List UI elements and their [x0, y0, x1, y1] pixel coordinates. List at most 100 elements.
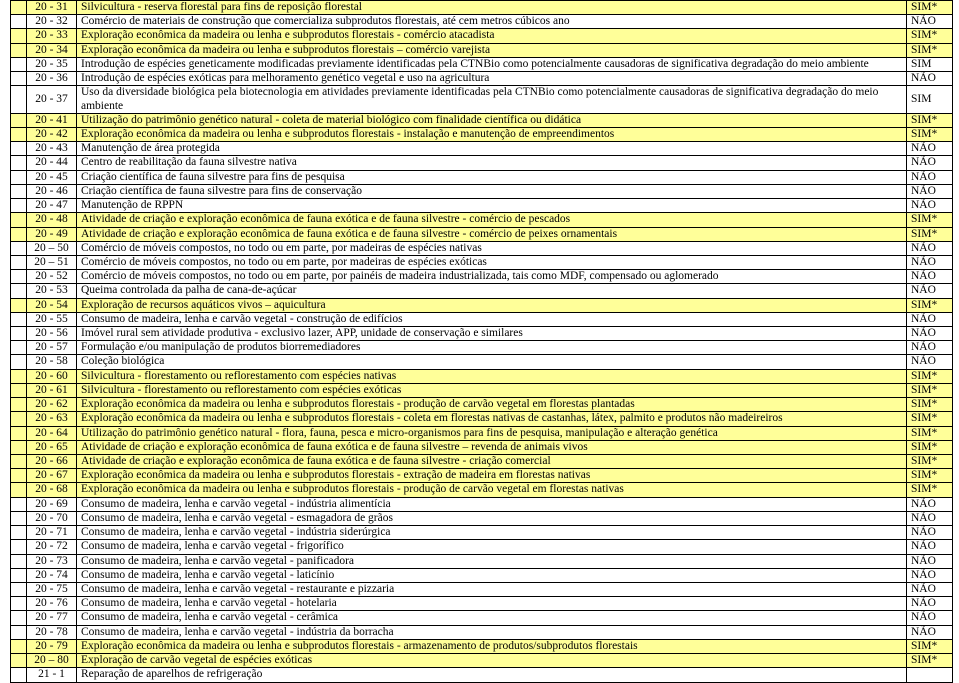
code-cell: 20 - 68	[27, 483, 77, 497]
code-cell: 20 - 71	[27, 526, 77, 540]
description-cell: Consumo de madeira, lenha e carvão veget…	[77, 611, 907, 625]
stub-cell	[11, 540, 27, 554]
flag-cell: NÃO	[907, 327, 953, 341]
stub-cell	[11, 86, 27, 113]
code-cell: 20 - 78	[27, 625, 77, 639]
flag-cell: NÃO	[907, 156, 953, 170]
flag-cell: NÃO	[907, 170, 953, 184]
code-cell: 20 - 55	[27, 312, 77, 326]
code-cell: 20 - 33	[27, 29, 77, 43]
description-cell: Exploração de recursos aquáticos vivos –…	[77, 298, 907, 312]
flag-cell: SIM*	[907, 412, 953, 426]
stub-cell	[11, 383, 27, 397]
table-row: 20 - 56Imóvel rural sem atividade produt…	[11, 327, 953, 341]
code-cell: 20 - 69	[27, 497, 77, 511]
flag-cell: NÃO	[907, 199, 953, 213]
table-row: 20 - 41Utilização do patrimônio genético…	[11, 113, 953, 127]
table-row: 20 - 79Exploração econômica da madeira o…	[11, 639, 953, 653]
activity-table: 20 - 31Silvicultura - reserva florestal …	[10, 0, 953, 683]
table-row: 20 – 51Comércio de móveis compostos, no …	[11, 255, 953, 269]
flag-cell: NÃO	[907, 597, 953, 611]
table-row: 20 - 55Consumo de madeira, lenha e carvã…	[11, 312, 953, 326]
table-row: 20 - 63Exploração econômica da madeira o…	[11, 412, 953, 426]
table-row: 20 - 54Exploração de recursos aquáticos …	[11, 298, 953, 312]
table-row: 20 - 64Utilização do patrimônio genético…	[11, 426, 953, 440]
code-cell: 20 - 43	[27, 142, 77, 156]
flag-cell: NÃO	[907, 355, 953, 369]
code-cell: 20 - 61	[27, 383, 77, 397]
description-cell: Introdução de espécies geneticamente mod…	[77, 57, 907, 71]
description-cell: Manutenção de área protegida	[77, 142, 907, 156]
description-cell: Exploração econômica da madeira ou lenha…	[77, 127, 907, 141]
stub-cell	[11, 369, 27, 383]
description-cell: Comércio de materiais de construção que …	[77, 15, 907, 29]
description-cell: Comércio de móveis compostos, no todo ou…	[77, 255, 907, 269]
flag-cell: NÃO	[907, 611, 953, 625]
table-row: 20 - 47Manutenção de RPPNNÃO	[11, 199, 953, 213]
stub-cell	[11, 29, 27, 43]
description-cell: Consumo de madeira, lenha e carvão veget…	[77, 568, 907, 582]
flag-cell: NÃO	[907, 241, 953, 255]
stub-cell	[11, 312, 27, 326]
code-cell: 20 - 52	[27, 270, 77, 284]
description-cell: Centro de reabilitação da fauna silvestr…	[77, 156, 907, 170]
description-cell: Comércio de móveis compostos, no todo ou…	[77, 270, 907, 284]
stub-cell	[11, 654, 27, 668]
flag-cell: SIM*	[907, 227, 953, 241]
flag-cell: SIM*	[907, 213, 953, 227]
code-cell: 20 - 73	[27, 554, 77, 568]
stub-cell	[11, 398, 27, 412]
description-cell: Exploração econômica da madeira ou lenha…	[77, 412, 907, 426]
code-cell: 20 - 72	[27, 540, 77, 554]
description-cell: Utilização do patrimônio genético natura…	[77, 113, 907, 127]
table-row: 20 - 46Criação científica de fauna silve…	[11, 184, 953, 198]
description-cell: Exploração econômica da madeira ou lenha…	[77, 29, 907, 43]
code-cell: 20 - 66	[27, 455, 77, 469]
description-cell: Consumo de madeira, lenha e carvão veget…	[77, 554, 907, 568]
code-cell: 20 - 79	[27, 639, 77, 653]
table-row: 20 - 70Consumo de madeira, lenha e carvã…	[11, 511, 953, 525]
code-cell: 20 - 75	[27, 582, 77, 596]
flag-cell: SIM	[907, 86, 953, 113]
flag-cell: NÃO	[907, 270, 953, 284]
flag-cell: SIM*	[907, 43, 953, 57]
code-cell: 20 - 53	[27, 284, 77, 298]
stub-cell	[11, 611, 27, 625]
stub-cell	[11, 668, 27, 682]
flag-cell: NÃO	[907, 625, 953, 639]
table-row: 20 - 74Consumo de madeira, lenha e carvã…	[11, 568, 953, 582]
description-cell: Atividade de criação e exploração econôm…	[77, 440, 907, 454]
table-row: 20 - 77Consumo de madeira, lenha e carvã…	[11, 611, 953, 625]
flag-cell: SIM*	[907, 426, 953, 440]
stub-cell	[11, 1, 27, 15]
stub-cell	[11, 511, 27, 525]
description-cell: Consumo de madeira, lenha e carvão veget…	[77, 526, 907, 540]
code-cell: 21 - 1	[27, 668, 77, 682]
code-cell: 20 - 67	[27, 469, 77, 483]
stub-cell	[11, 426, 27, 440]
description-cell: Consumo de madeira, lenha e carvão veget…	[77, 597, 907, 611]
stub-cell	[11, 597, 27, 611]
table-row: 20 - 36Introdução de espécies exóticas p…	[11, 72, 953, 86]
table-row: 20 - 75Consumo de madeira, lenha e carvã…	[11, 582, 953, 596]
code-cell: 20 - 41	[27, 113, 77, 127]
code-cell: 20 - 74	[27, 568, 77, 582]
stub-cell	[11, 72, 27, 86]
description-cell: Exploração econômica da madeira ou lenha…	[77, 469, 907, 483]
code-cell: 20 - 49	[27, 227, 77, 241]
stub-cell	[11, 483, 27, 497]
table-row: 20 - 78Consumo de madeira, lenha e carvã…	[11, 625, 953, 639]
description-cell: Exploração de carvão vegetal de espécies…	[77, 654, 907, 668]
stub-cell	[11, 127, 27, 141]
flag-cell: NÃO	[907, 540, 953, 554]
description-cell: Coleção biológica	[77, 355, 907, 369]
flag-cell: SIM*	[907, 1, 953, 15]
code-cell: 20 - 58	[27, 355, 77, 369]
description-cell: Atividade de criação e exploração econôm…	[77, 213, 907, 227]
code-cell: 20 - 65	[27, 440, 77, 454]
flag-cell: NÃO	[907, 511, 953, 525]
table-row: 20 - 37Uso da diversidade biológica pela…	[11, 86, 953, 113]
description-cell: Reparação de aparelhos de refrigeração	[77, 668, 907, 682]
code-cell: 20 - 31	[27, 1, 77, 15]
table-row: 20 - 34Exploração econômica da madeira o…	[11, 43, 953, 57]
